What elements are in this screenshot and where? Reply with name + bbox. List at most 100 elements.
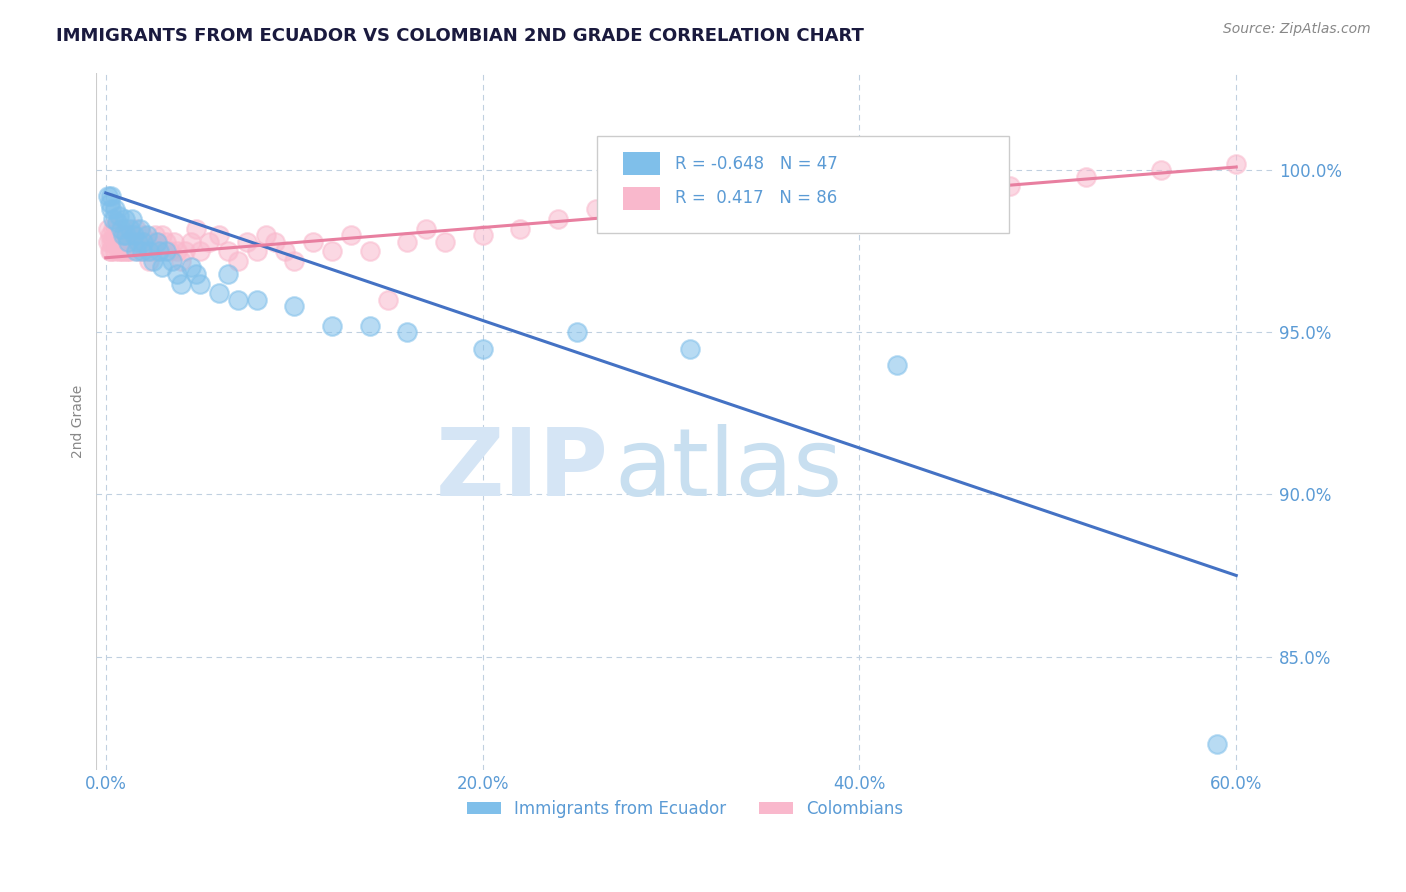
Point [122, 228, 145, 243]
Point [160, 254, 183, 268]
Point [108, 209, 131, 223]
Point [170, 254, 193, 268]
FancyBboxPatch shape [623, 187, 661, 210]
Point [131, 228, 153, 243]
Point [283, 299, 305, 313]
Point [621, 211, 644, 226]
Point [122, 235, 145, 249]
Text: Source: ZipAtlas.com: Source: ZipAtlas.com [1223, 22, 1371, 37]
Point [104, 228, 127, 243]
Point [697, 202, 720, 216]
Point [103, 211, 125, 226]
Point [186, 267, 208, 281]
Point [100, 244, 122, 259]
Point [1074, 169, 1097, 184]
Point [208, 286, 231, 301]
Point [155, 235, 177, 249]
Point [283, 254, 305, 268]
Point [471, 342, 494, 356]
Point [471, 228, 494, 243]
Point [236, 235, 259, 249]
Point [162, 235, 184, 249]
Point [143, 228, 166, 243]
Point [100, 189, 122, 203]
Point [100, 202, 122, 216]
Point [142, 254, 165, 268]
Point [148, 244, 170, 259]
Point [773, 195, 796, 210]
Point [155, 244, 177, 259]
Point [321, 244, 343, 259]
Point [659, 195, 682, 210]
Point [115, 244, 138, 259]
Point [136, 244, 159, 259]
Text: R = -0.648   N = 47: R = -0.648 N = 47 [675, 154, 838, 172]
Point [433, 235, 456, 249]
Point [114, 221, 136, 235]
Point [339, 228, 361, 243]
Point [105, 221, 128, 235]
Point [138, 244, 160, 259]
Point [132, 244, 155, 259]
Point [105, 235, 128, 249]
Point [98, 228, 121, 243]
Point [108, 244, 131, 259]
Point [117, 244, 139, 259]
Point [302, 235, 325, 249]
Point [735, 189, 758, 203]
Point [145, 235, 167, 249]
FancyBboxPatch shape [623, 153, 661, 175]
Point [98, 195, 121, 210]
Point [150, 260, 173, 275]
Point [110, 244, 132, 259]
Point [115, 235, 138, 249]
Point [110, 235, 132, 249]
Point [145, 235, 167, 249]
Point [128, 235, 150, 249]
Point [188, 277, 211, 291]
Point [166, 267, 188, 281]
Point [103, 221, 125, 235]
Point [998, 179, 1021, 194]
Point [105, 215, 128, 229]
Point [128, 221, 150, 235]
Point [127, 235, 149, 249]
Point [208, 228, 231, 243]
Point [103, 235, 125, 249]
Point [1225, 157, 1247, 171]
Point [97, 189, 120, 203]
Point [886, 202, 908, 216]
Point [226, 293, 249, 307]
Point [121, 228, 143, 243]
Point [121, 211, 143, 226]
Point [139, 235, 162, 249]
Point [97, 235, 120, 249]
Point [198, 235, 221, 249]
Point [321, 318, 343, 333]
Point [186, 221, 208, 235]
Point [138, 254, 160, 268]
Point [120, 244, 142, 259]
Point [117, 235, 139, 249]
Point [111, 228, 134, 243]
Point [264, 235, 287, 249]
Point [359, 244, 381, 259]
Point [226, 254, 249, 268]
Point [1150, 163, 1173, 178]
Point [274, 244, 297, 259]
Point [166, 244, 188, 259]
Point [585, 202, 607, 216]
Point [180, 235, 202, 249]
Point [120, 221, 142, 235]
Text: R =  0.417   N = 86: R = 0.417 N = 86 [675, 189, 837, 208]
FancyBboxPatch shape [596, 136, 1010, 234]
Point [104, 202, 127, 216]
Point [111, 244, 134, 259]
Point [217, 244, 239, 259]
Point [254, 228, 277, 243]
Text: IMMIGRANTS FROM ECUADOR VS COLOMBIAN 2ND GRADE CORRELATION CHART: IMMIGRANTS FROM ECUADOR VS COLOMBIAN 2ND… [56, 27, 865, 45]
Point [359, 318, 381, 333]
Point [170, 277, 193, 291]
Point [180, 260, 202, 275]
Point [108, 228, 131, 243]
